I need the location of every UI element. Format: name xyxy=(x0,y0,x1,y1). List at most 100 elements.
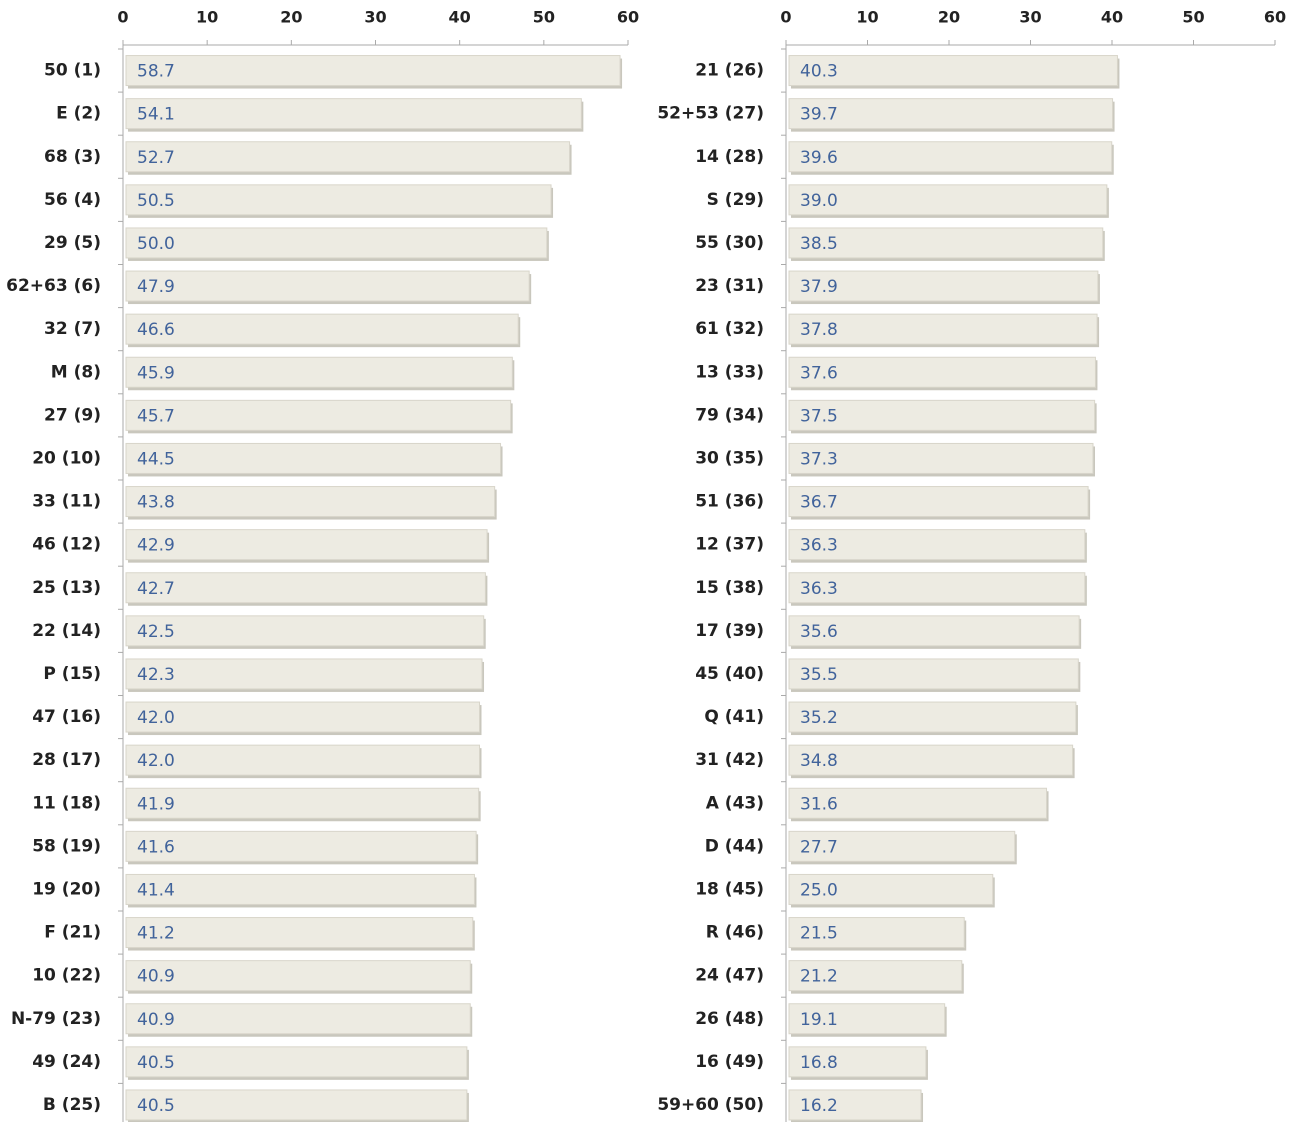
category-label: 55 (30) xyxy=(695,233,764,253)
bar xyxy=(125,98,582,130)
bar xyxy=(788,270,1099,302)
bar xyxy=(788,529,1086,561)
category-label: 28 (17) xyxy=(32,750,101,770)
bar xyxy=(788,572,1086,604)
x-tick-label: 10 xyxy=(856,8,878,27)
category-label: 20 (10) xyxy=(32,448,101,468)
value-label: 52.7 xyxy=(137,148,175,168)
bar xyxy=(125,356,513,388)
x-tick-label: 10 xyxy=(196,8,218,27)
bar xyxy=(125,141,571,173)
bar xyxy=(125,184,552,216)
x-tick-label: 30 xyxy=(1019,8,1041,27)
category-label: 27 (9) xyxy=(44,405,101,425)
bar xyxy=(788,356,1096,388)
value-label: 44.5 xyxy=(137,449,175,469)
category-label: Q (41) xyxy=(704,707,764,727)
bar xyxy=(125,873,475,905)
bar xyxy=(788,486,1089,518)
category-label: D (44) xyxy=(705,836,764,856)
value-label: 36.3 xyxy=(800,579,838,599)
value-label: 27.7 xyxy=(800,837,838,857)
category-label: S (29) xyxy=(707,190,764,210)
category-label: 14 (28) xyxy=(695,147,764,167)
category-label: 31 (42) xyxy=(695,750,764,770)
bar xyxy=(125,1046,468,1078)
value-label: 25.0 xyxy=(800,880,838,900)
value-label: 42.7 xyxy=(137,579,175,599)
category-label: 50 (1) xyxy=(44,61,101,81)
bar xyxy=(788,658,1079,690)
category-label: 30 (35) xyxy=(695,448,764,468)
value-label: 42.3 xyxy=(137,665,175,685)
x-tick-label: 50 xyxy=(533,8,555,27)
value-label: 40.9 xyxy=(137,967,175,987)
bar xyxy=(788,313,1098,345)
value-label: 45.9 xyxy=(137,363,175,383)
x-tick-label: 30 xyxy=(364,8,386,27)
value-label: 38.5 xyxy=(800,234,838,254)
value-label: 40.9 xyxy=(137,1010,175,1030)
category-label: 19 (20) xyxy=(32,879,101,899)
bar xyxy=(125,960,471,992)
category-label: 16 (49) xyxy=(695,1052,764,1072)
bar xyxy=(125,442,502,474)
value-label: 39.0 xyxy=(800,191,838,211)
value-label: 37.9 xyxy=(800,277,838,297)
bar xyxy=(125,701,480,733)
x-tick-label: 40 xyxy=(449,8,471,27)
bar xyxy=(125,830,477,862)
x-tick-label: 0 xyxy=(780,8,791,27)
value-label: 40.3 xyxy=(800,62,838,82)
value-label: 41.2 xyxy=(137,924,175,944)
value-label: 36.3 xyxy=(800,536,838,556)
category-label: 59+60 (50) xyxy=(657,1095,764,1115)
bar xyxy=(788,615,1080,647)
value-label: 19.1 xyxy=(800,1010,838,1030)
value-label: 50.0 xyxy=(137,234,175,254)
bar xyxy=(125,486,496,518)
category-label: 45 (40) xyxy=(695,664,764,684)
category-label: 23 (31) xyxy=(695,276,764,296)
category-label: 12 (37) xyxy=(695,535,764,555)
bar xyxy=(125,1003,471,1035)
category-label: 46 (12) xyxy=(32,535,101,555)
bar xyxy=(788,744,1074,776)
category-label: 58 (19) xyxy=(32,836,101,856)
value-label: 21.5 xyxy=(800,924,838,944)
value-label: 37.3 xyxy=(800,449,838,469)
value-label: 58.7 xyxy=(137,62,175,82)
category-label: 22 (14) xyxy=(32,621,101,641)
bar xyxy=(788,227,1104,259)
value-label: 36.7 xyxy=(800,493,838,513)
category-label: 25 (13) xyxy=(32,578,101,598)
value-label: 50.5 xyxy=(137,191,175,211)
value-label: 16.8 xyxy=(800,1053,838,1073)
value-label: 39.6 xyxy=(800,148,838,168)
category-label: 15 (38) xyxy=(695,578,764,598)
value-label: 41.4 xyxy=(137,880,175,900)
x-tick-label: 20 xyxy=(938,8,960,27)
x-tick-label: 0 xyxy=(117,8,128,27)
bar xyxy=(788,787,1048,819)
value-label: 35.6 xyxy=(800,622,838,642)
bar xyxy=(788,1003,946,1035)
bar xyxy=(125,744,480,776)
bar xyxy=(125,399,512,431)
value-label: 45.7 xyxy=(137,406,175,426)
bar xyxy=(788,55,1118,87)
bar xyxy=(788,830,1016,862)
bar xyxy=(788,184,1108,216)
value-label: 41.9 xyxy=(137,794,175,814)
value-label: 16.2 xyxy=(800,1096,838,1116)
value-label: 46.6 xyxy=(137,320,175,340)
bar xyxy=(788,399,1096,431)
category-label: F (21) xyxy=(44,923,101,943)
category-label: 24 (47) xyxy=(695,966,764,986)
value-label: 42.5 xyxy=(137,622,175,642)
bar xyxy=(125,658,483,690)
category-label: M (8) xyxy=(51,362,101,382)
value-label: 21.2 xyxy=(800,967,838,987)
category-label: 52+53 (27) xyxy=(657,104,764,124)
x-tick-label: 60 xyxy=(1264,8,1286,27)
